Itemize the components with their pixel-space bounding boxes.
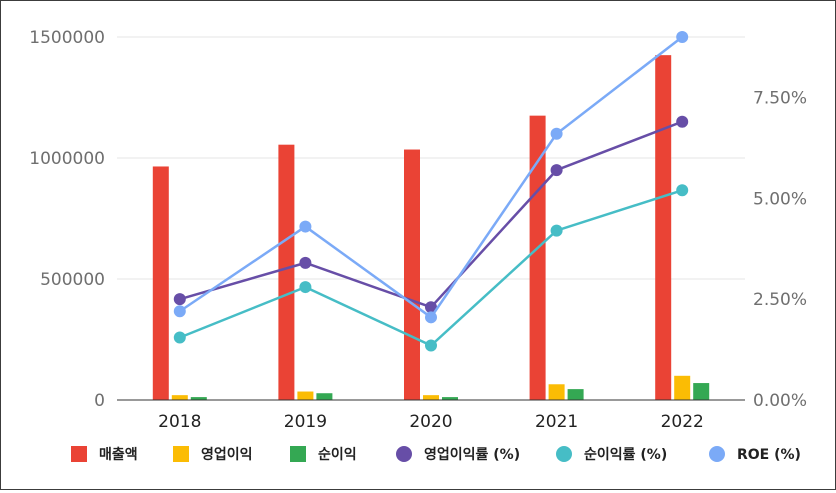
line-point-1	[550, 164, 563, 177]
bar-3	[693, 383, 710, 400]
legend-swatch	[709, 446, 725, 462]
line-point-1	[676, 115, 689, 128]
line-point-2	[550, 224, 563, 237]
legend-label: 순이익률 (%)	[584, 446, 667, 463]
bar-2	[674, 375, 691, 400]
bar-1	[529, 115, 546, 401]
y-left-tick-label: 1500000	[29, 28, 105, 48]
legend-label: 매출액	[99, 446, 138, 463]
line-point-3	[550, 127, 563, 140]
gridlines	[117, 36, 745, 280]
legend-swatch	[290, 446, 306, 462]
line-point-2	[425, 339, 437, 352]
legend-swatch	[71, 446, 87, 462]
y-right-tick-label: 5.00%	[753, 189, 807, 209]
x-tick-label: 2018	[158, 412, 201, 432]
y-right-tick-label: 7.50%	[753, 89, 807, 109]
line-point-3	[676, 31, 689, 43]
bar-1	[655, 55, 672, 401]
bar-2	[171, 395, 188, 400]
line-layer	[173, 31, 689, 352]
line-point-2	[299, 281, 312, 294]
y-left-tick-label: 1000000	[29, 149, 105, 169]
bar-2	[423, 395, 439, 400]
legend-label: ROE (%)	[737, 447, 801, 463]
line-point-1	[173, 293, 186, 306]
legend-swatch	[173, 446, 189, 462]
bar-3	[442, 397, 458, 400]
legend-swatch	[556, 446, 572, 462]
legend-label: 영업이익률 (%)	[424, 446, 520, 463]
x-tick-label: 2021	[535, 412, 578, 432]
line-point-1	[299, 256, 312, 269]
y-right-tick-label: 2.50%	[753, 290, 807, 310]
bar-2	[297, 391, 314, 400]
y-left-tick-label: 500000	[40, 270, 105, 290]
legend-label: 순이익	[318, 446, 357, 463]
x-tick-label: 2019	[284, 412, 327, 432]
legend-label: 영업이익	[201, 446, 253, 463]
line-point-2	[676, 184, 689, 197]
legend: 매출액 영업이익 순이익 영업이익률 (%) 순이익률 (%) ROE (%)	[71, 446, 801, 463]
bar-1	[404, 149, 420, 400]
bar-3	[567, 389, 584, 400]
line-series-3	[179, 36, 683, 320]
x-tick-label: 2022	[661, 412, 704, 432]
legend-swatch	[396, 446, 412, 462]
bar-layer	[152, 55, 710, 401]
line-point-2	[173, 331, 186, 344]
bar-3	[316, 393, 333, 400]
line-point-3	[299, 220, 312, 233]
y-left-tick-label: 0	[94, 391, 105, 411]
line-point-3	[173, 305, 186, 318]
line-point-3	[425, 311, 437, 324]
x-tick-label: 2020	[409, 412, 452, 432]
bar-1	[278, 144, 295, 400]
bar-3	[190, 397, 207, 400]
y-right-tick-label: 0.00%	[753, 391, 807, 411]
line-point-1	[425, 301, 437, 314]
bar-2	[548, 384, 565, 400]
tick-labels: 0 500000 1000000 1500000 0.00% 2.50% 5.00% 7.50…	[29, 28, 807, 432]
bar-1	[152, 166, 169, 400]
